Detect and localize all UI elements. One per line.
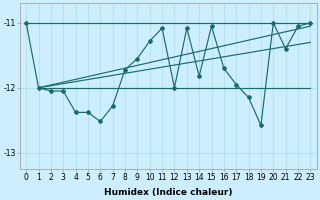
X-axis label: Humidex (Indice chaleur): Humidex (Indice chaleur) [104, 188, 233, 197]
